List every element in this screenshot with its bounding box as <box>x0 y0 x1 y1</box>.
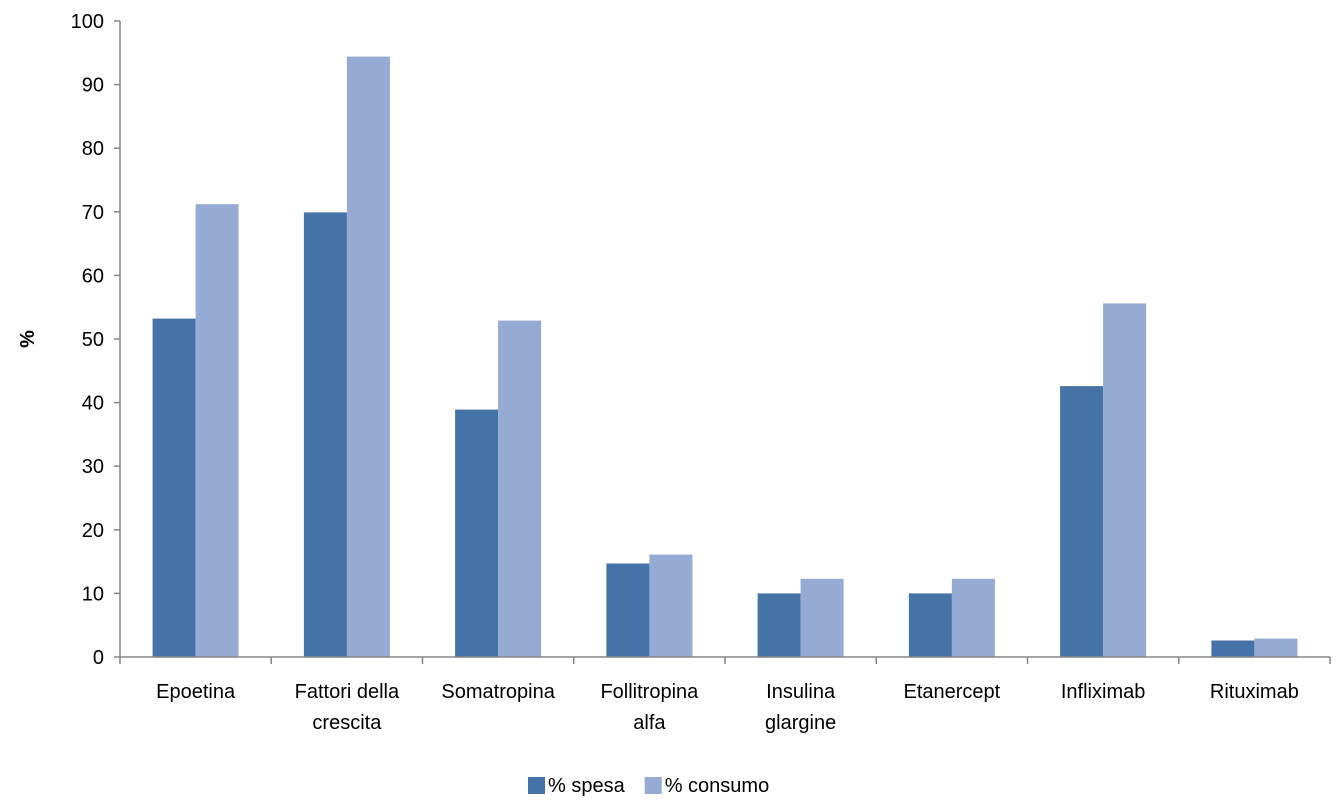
x-axis <box>119 656 1331 664</box>
bar-spesa-5 <box>908 593 952 657</box>
bar-consumo-6 <box>1103 303 1147 657</box>
y-tick-label: 50 <box>82 329 104 351</box>
y-tick-label: 40 <box>82 393 104 415</box>
category-label: Follitropina alfa <box>600 681 699 734</box>
category-label: Fattori della crescita <box>295 681 400 734</box>
bar-spesa-4 <box>757 593 801 657</box>
legend-label-spesa: % spesa <box>548 775 626 797</box>
legend-swatch-consumo <box>644 777 662 794</box>
bar-consumo-4 <box>800 578 844 657</box>
plot-area <box>152 56 1298 658</box>
bar-spesa-3 <box>606 563 650 657</box>
y-tick-label: 100 <box>71 11 104 33</box>
bar-consumo-0 <box>195 204 239 657</box>
category-label: Somatropina <box>441 681 555 703</box>
y-tick-label: 70 <box>82 202 104 224</box>
bar-spesa-6 <box>1060 386 1104 657</box>
bar-consumo-5 <box>951 578 995 657</box>
y-tick-label: 60 <box>82 265 104 287</box>
y-tick-label: 30 <box>82 456 104 478</box>
y-axis-title: % <box>17 330 39 348</box>
bar-consumo-2 <box>498 320 542 657</box>
bar-spesa-2 <box>455 409 499 657</box>
bar-consumo-1 <box>346 56 390 658</box>
category-label: Rituximab <box>1210 681 1299 703</box>
category-labels: Epoetina Fattori della crescita Somatropina… <box>156 681 1299 734</box>
bar-spesa-1 <box>303 212 347 657</box>
bar-spesa-0 <box>152 318 196 657</box>
y-tick-label: 0 <box>93 647 104 669</box>
y-tick-label: 80 <box>82 138 104 160</box>
bar-consumo-7 <box>1254 638 1298 657</box>
y-tick-label: 20 <box>82 520 104 542</box>
y-axis: 0 10 20 30 40 50 60 70 80 90 100 <box>71 11 121 669</box>
category-label: Infliximab <box>1061 681 1145 703</box>
bar-consumo-3 <box>649 554 693 657</box>
category-label: Etanercept <box>904 681 1001 703</box>
legend: % spesa % consumo <box>528 775 769 797</box>
bar-spesa-7 <box>1211 640 1255 657</box>
legend-label-consumo: % consumo <box>665 775 770 797</box>
y-tick-label: 10 <box>82 583 104 605</box>
legend-swatch-spesa <box>528 777 545 794</box>
y-tick-label: 90 <box>82 75 104 97</box>
category-label: Insulina glargine <box>765 681 836 734</box>
category-label: Epoetina <box>156 681 236 703</box>
